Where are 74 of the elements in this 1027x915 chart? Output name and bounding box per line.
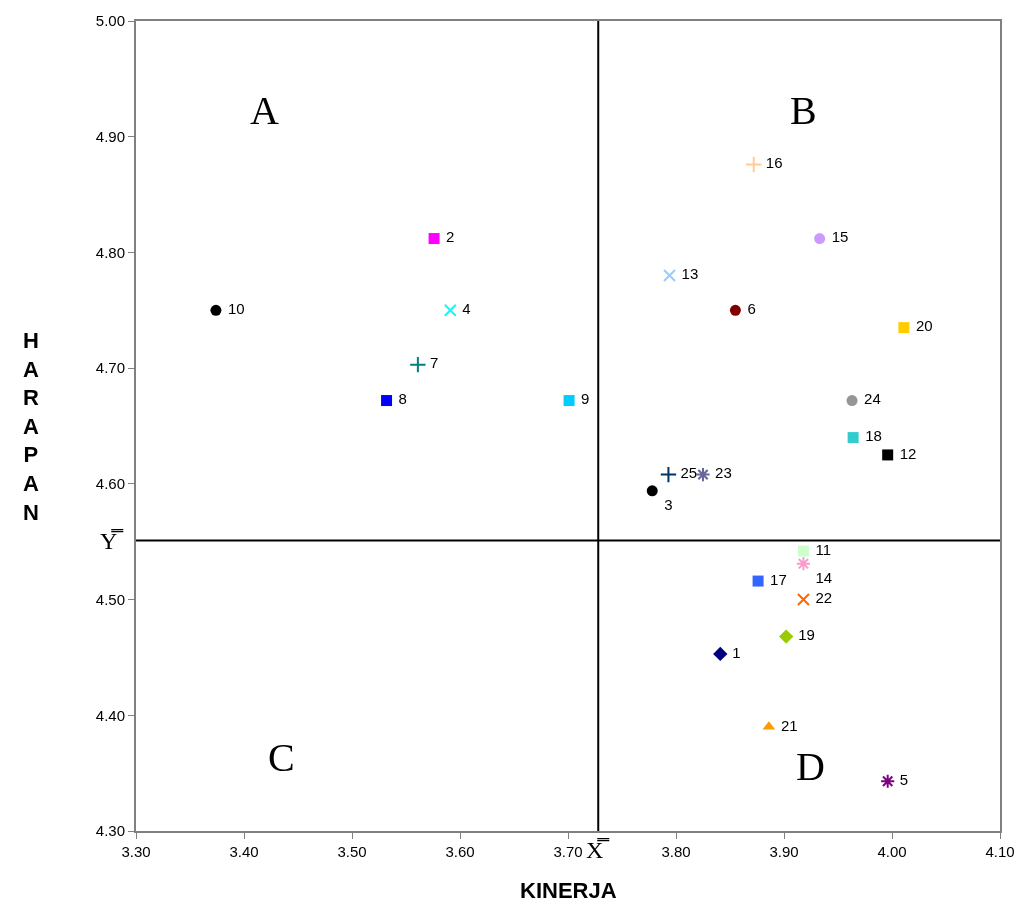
series-label: 17 <box>765 570 787 588</box>
y-tick-label: 5.00 <box>95 12 125 30</box>
y-tick-label: 4.90 <box>95 127 125 145</box>
point <box>443 303 457 317</box>
x-tick-label: 3.70 <box>553 843 583 860</box>
point <box>659 465 678 484</box>
point <box>713 646 728 662</box>
point <box>814 233 826 245</box>
x-tick-label: 4.00 <box>877 843 907 860</box>
x-tick-label: 3.60 <box>445 843 475 860</box>
point <box>663 269 677 283</box>
series-label: 22 <box>811 589 833 607</box>
series-label: 19 <box>794 626 815 644</box>
ref-line-label: Y̿ <box>100 528 125 554</box>
y-tick-label: 4.30 <box>95 822 125 840</box>
y-tick-label: 4.40 <box>95 706 125 724</box>
series-label: 25 <box>676 464 698 482</box>
y-axis-title: HARAPAN <box>23 328 39 525</box>
point <box>210 304 222 316</box>
series-label: 24 <box>859 390 881 408</box>
series-label: 20 <box>911 317 933 335</box>
point <box>752 575 764 587</box>
y-tick-label: 4.60 <box>95 475 125 493</box>
x-tick-label: 3.80 <box>661 843 691 860</box>
annotation: A <box>250 88 279 133</box>
x-axis-title: KINERJA <box>520 878 617 903</box>
point <box>880 773 896 789</box>
point <box>646 485 658 497</box>
x-tick-label: 3.50 <box>337 843 367 860</box>
y-tick-label: 4.50 <box>95 590 125 608</box>
x-tick-label: 3.40 <box>229 843 259 860</box>
ref-line-label: X̿ <box>586 837 611 863</box>
point <box>729 304 741 316</box>
point <box>381 395 393 407</box>
annotation: D <box>796 744 825 789</box>
point <box>846 395 858 407</box>
series-label: 8 <box>394 390 407 408</box>
x-tick-label: 3.30 <box>121 843 151 860</box>
y-tick-label: 4.70 <box>95 359 125 377</box>
series-label: 1 <box>728 643 741 661</box>
point <box>428 233 440 245</box>
point <box>795 556 812 572</box>
point <box>797 545 809 557</box>
point <box>796 593 810 607</box>
series-label: 7 <box>425 354 439 372</box>
x-tick-label: 4.10 <box>985 843 1015 860</box>
annotation: C <box>268 735 295 780</box>
series-label: 21 <box>776 716 798 734</box>
point <box>847 432 859 444</box>
y-tick-label: 4.80 <box>95 243 125 261</box>
point <box>695 467 711 483</box>
series-label: 5 <box>895 770 909 788</box>
series-label: 14 <box>811 568 833 586</box>
series-label: 11 <box>811 540 832 558</box>
series-label: 4 <box>458 300 471 318</box>
series-label: 18 <box>860 427 882 445</box>
point <box>409 355 427 374</box>
series-label: 3 <box>660 495 673 513</box>
series-label: 13 <box>677 265 699 283</box>
series-label: 12 <box>895 444 917 462</box>
point <box>563 395 575 407</box>
annotation: B <box>790 88 817 133</box>
point <box>882 449 894 461</box>
series-label: 2 <box>441 228 455 246</box>
point <box>745 155 763 174</box>
series-label: 23 <box>710 464 732 482</box>
point <box>898 322 910 334</box>
x-tick-label: 3.90 <box>769 843 799 860</box>
series-label: 9 <box>576 390 590 408</box>
point <box>779 629 794 644</box>
series-label: 10 <box>223 300 245 318</box>
series-label: 16 <box>761 154 783 172</box>
series-label: 6 <box>743 300 756 318</box>
series-label: 15 <box>827 228 849 246</box>
